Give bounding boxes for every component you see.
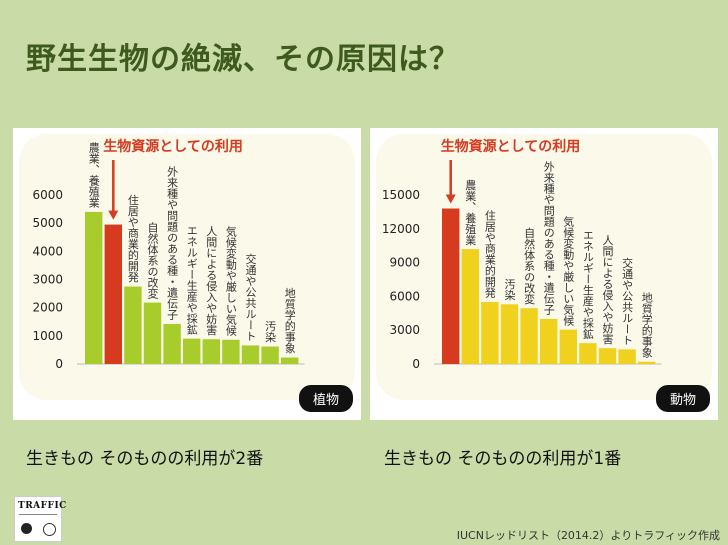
bar [638, 361, 656, 364]
annotation-arrowhead [108, 210, 119, 220]
category-label: 住居や商業的開発 [483, 209, 496, 299]
bar [618, 349, 636, 364]
category-label: 交通や公共ルート [244, 252, 257, 341]
bar [559, 329, 577, 364]
bar [461, 249, 479, 364]
y-tick-label: 5000 [32, 216, 63, 230]
annotation-label: 生物資源としての利用 [441, 138, 581, 155]
bar [442, 208, 460, 364]
bar [598, 348, 617, 364]
y-tick-label: 9000 [389, 256, 420, 270]
y-tick-label: 3000 [389, 323, 420, 337]
bar [540, 318, 558, 364]
bar [481, 302, 499, 364]
bar [579, 343, 597, 364]
bar [163, 324, 181, 364]
bar [281, 357, 299, 364]
category-label: 汚染 [503, 278, 516, 300]
category-label: エネルギー生産や採鉱 [581, 229, 594, 339]
bar [124, 286, 142, 364]
category-label: 外来種や問題のある種・遺伝子 [166, 166, 179, 320]
category-label: 自然体系の改変 [146, 221, 159, 299]
category-label: エネルギー生産や採鉱 [185, 225, 198, 335]
bar [183, 338, 201, 364]
animal-chart-panel: 0 3000 6000 9000 12000 15000 農業、養殖業 住居や商業的開発 汚染自… [370, 128, 718, 420]
category-label: 住居や商業的開発 [126, 193, 139, 283]
bar [143, 302, 162, 364]
category-label: 農業、養殖業 [87, 141, 100, 208]
category-label: 地質学的事象 [640, 291, 653, 357]
traffic-logo: TRAFFIC [14, 496, 66, 542]
logo-wordmark: TRAFFIC [18, 501, 67, 511]
category-label: 交通や公共ルート [621, 256, 634, 345]
bar [500, 304, 519, 364]
category-label: 気候変動や厳しい気候 [562, 214, 575, 326]
y-tick-label: 0 [412, 357, 420, 371]
y-tick-label: 4000 [32, 244, 63, 258]
logo-divider [19, 514, 57, 515]
category-label: 地質学的事象 [283, 287, 296, 353]
plant-chart: 0 1000 2000 3000 4000 5000 6000 農業、養殖業住居や商業的開発自… [19, 134, 355, 400]
y-tick-label: 6000 [389, 289, 420, 303]
y-tick-label: 6000 [32, 188, 63, 202]
annotation-arrowhead [445, 194, 456, 204]
chart-background [376, 134, 712, 400]
bar [202, 339, 220, 364]
plant-badge: 植物 [298, 385, 353, 412]
category-label: 人間による侵入や妨害 [601, 234, 614, 345]
annotation-label: 生物資源としての利用 [103, 138, 243, 155]
animal-chart: 0 3000 6000 9000 12000 15000 農業、養殖業 住居や商業的開発 汚染自… [376, 134, 712, 400]
y-tick-label: 1000 [32, 329, 63, 343]
category-label: 人間による侵入や妨害 [205, 225, 218, 336]
iucn-icon [43, 523, 56, 536]
category-label: 外来種や問題のある種・遺伝子 [542, 161, 555, 315]
caption-animals: 生きもの そのものの利用が1番 [384, 449, 622, 469]
slide-title: 野生生物の絶滅、その原因は？ [26, 42, 460, 77]
chart-background [19, 134, 355, 400]
category-label: 汚染 [264, 320, 277, 342]
category-label: 自然体系の改変 [523, 227, 536, 305]
y-tick-label: 3000 [32, 273, 63, 287]
bar [241, 345, 260, 364]
y-tick-label: 2000 [32, 301, 63, 315]
caption-plants: 生きもの そのものの利用が2番 [26, 449, 264, 469]
category-label: 農業、養殖業 [464, 178, 477, 245]
bar [520, 308, 538, 364]
bar [104, 224, 122, 364]
source-note: IUCNレッドリスト（2014.2）よりトラフィック作成 [456, 529, 720, 542]
bar [261, 346, 279, 364]
bar [85, 211, 103, 364]
category-label: 気候変動や厳しい気候 [224, 224, 237, 336]
wwf-panda-icon [21, 523, 32, 534]
plant-chart-panel: 0 1000 2000 3000 4000 5000 6000 農業、養殖業住居や商業的開発自… [13, 128, 361, 420]
animal-badge: 動物 [655, 385, 710, 412]
y-tick-label: 12000 [382, 222, 420, 236]
y-tick-label: 0 [55, 357, 63, 371]
bar [222, 339, 240, 364]
y-tick-label: 15000 [382, 188, 420, 202]
